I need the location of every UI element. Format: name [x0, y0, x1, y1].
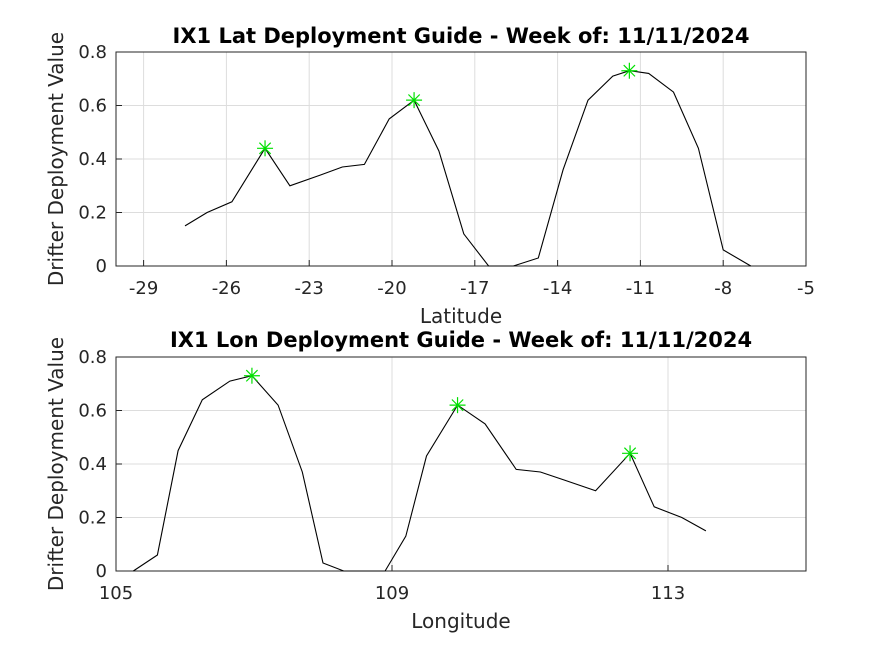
lat-x-ticks: -29 -26 -23 -20 -17 -14 -11 -8 -5 — [129, 260, 815, 299]
lon-peak-marker-stroke — [451, 399, 464, 412]
lat-x-tick-label: -20 — [377, 278, 406, 299]
lon-chart-title: IX1 Lon Deployment Guide - Week of: 11/1… — [170, 328, 752, 352]
lat-chart-title: IX1 Lat Deployment Guide - Week of: 11/1… — [173, 24, 750, 48]
lon-series-line — [132, 375, 707, 572]
lon-x-axis-label: Longitude — [411, 609, 510, 633]
lat-x-tick-label: -8 — [714, 278, 732, 299]
lon-peak-marker — [449, 397, 466, 414]
lat-x-tick-label: -5 — [797, 278, 815, 299]
lat-panel: IX1 Lat Deployment Guide - Week of: 11/1… — [44, 24, 815, 328]
lat-y-tick-label: 0.8 — [78, 42, 107, 63]
lon-series — [132, 375, 707, 572]
lon-x-tick-label: 105 — [99, 583, 133, 604]
lat-y-tick-label: 0.4 — [78, 149, 107, 170]
lat-peak-marker-stroke — [623, 64, 636, 77]
lat-x-axis-label: Latitude — [420, 304, 502, 328]
lat-series-line — [184, 70, 752, 267]
lat-x-tick-label: -14 — [543, 278, 572, 299]
lon-x-tick-label: 113 — [651, 583, 685, 604]
lon-x-ticks: 105 109 113 — [99, 565, 685, 604]
lon-y-tick-label: 0.2 — [78, 508, 107, 529]
lat-grid — [116, 51, 807, 267]
lon-y-axis-label: Drifter Deployment Value — [44, 337, 68, 591]
lat-x-tick-label: -11 — [626, 278, 655, 299]
lat-x-tick-label: -23 — [294, 278, 323, 299]
lat-peak-marker — [406, 92, 423, 109]
lat-y-tick-label: 0 — [96, 256, 107, 277]
lat-y-tick-label: 0.6 — [78, 96, 107, 117]
lat-x-tick-label: -26 — [212, 278, 241, 299]
lon-y-tick-label: 0.4 — [78, 454, 107, 475]
lon-peak-marker-stroke — [623, 447, 637, 460]
lon-y-tick-label: 0.6 — [78, 401, 107, 422]
lon-peak-marker — [243, 367, 260, 384]
lon-y-tick-label: 0 — [96, 561, 107, 582]
lon-markers — [243, 367, 639, 462]
lon-peak-marker — [622, 445, 639, 462]
lat-x-tick-label: -17 — [460, 278, 489, 299]
lat-peak-marker-stroke — [258, 142, 272, 155]
lon-grid — [115, 356, 806, 572]
lat-markers — [257, 62, 638, 157]
lon-x-tick-label: 109 — [375, 583, 409, 604]
lat-y-ticks: 0 0.2 0.4 0.6 0.8 — [78, 42, 122, 277]
lat-peak-marker — [621, 62, 638, 79]
lon-peak-marker-stroke — [245, 369, 259, 382]
lat-x-tick-label: -29 — [129, 278, 158, 299]
lat-peak-marker — [257, 140, 274, 157]
lat-series — [184, 70, 752, 267]
lon-y-tick-label: 0.8 — [78, 347, 107, 368]
lat-peak-marker-stroke — [407, 94, 421, 107]
lat-y-axis-label: Drifter Deployment Value — [44, 32, 68, 286]
lon-panel: IX1 Lon Deployment Guide - Week of: 11/1… — [44, 328, 807, 633]
lon-y-ticks: 0 0.2 0.4 0.6 0.8 — [78, 347, 122, 582]
lat-y-tick-label: 0.2 — [78, 203, 107, 224]
